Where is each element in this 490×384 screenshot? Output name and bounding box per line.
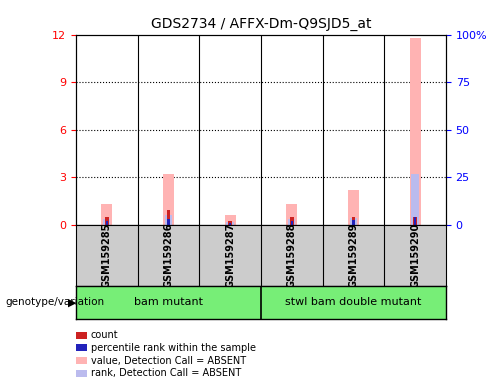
Bar bbox=[224, 215, 236, 225]
Text: GSM159287: GSM159287 bbox=[225, 223, 235, 288]
Bar bbox=[410, 38, 420, 225]
Text: GSM159290: GSM159290 bbox=[410, 223, 420, 288]
Text: value, Detection Call = ABSENT: value, Detection Call = ABSENT bbox=[91, 356, 246, 366]
Bar bbox=[351, 217, 355, 225]
Text: percentile rank within the sample: percentile rank within the sample bbox=[91, 343, 256, 353]
Text: rank, Detection Call = ABSENT: rank, Detection Call = ABSENT bbox=[91, 368, 241, 378]
Bar bbox=[101, 204, 112, 225]
Bar bbox=[288, 219, 295, 225]
Text: GSM159289: GSM159289 bbox=[348, 223, 358, 288]
Text: stwl bam double mutant: stwl bam double mutant bbox=[285, 297, 421, 308]
Text: GSM159286: GSM159286 bbox=[164, 223, 173, 288]
Title: GDS2734 / AFFX-Dm-Q9SJD5_at: GDS2734 / AFFX-Dm-Q9SJD5_at bbox=[151, 17, 371, 31]
Bar bbox=[105, 221, 108, 225]
Bar bbox=[413, 217, 417, 225]
Bar bbox=[167, 210, 171, 225]
Bar bbox=[229, 223, 231, 225]
Text: count: count bbox=[91, 330, 118, 340]
Bar bbox=[165, 215, 172, 225]
Bar bbox=[414, 217, 416, 225]
Text: genotype/variation: genotype/variation bbox=[5, 297, 104, 308]
Text: GSM159288: GSM159288 bbox=[287, 223, 297, 288]
Bar bbox=[291, 221, 293, 225]
Bar bbox=[226, 222, 234, 225]
Bar bbox=[103, 219, 110, 225]
Text: GSM159285: GSM159285 bbox=[102, 223, 112, 288]
Bar bbox=[286, 204, 297, 225]
Bar bbox=[350, 217, 357, 225]
Bar bbox=[290, 217, 294, 225]
Bar bbox=[167, 219, 170, 225]
Bar bbox=[228, 221, 232, 225]
Bar bbox=[105, 217, 109, 225]
Text: bam mutant: bam mutant bbox=[134, 297, 203, 308]
Bar bbox=[352, 220, 355, 225]
Bar bbox=[412, 174, 419, 225]
Bar bbox=[348, 190, 359, 225]
Bar bbox=[163, 174, 174, 225]
Text: ▶: ▶ bbox=[68, 297, 76, 308]
